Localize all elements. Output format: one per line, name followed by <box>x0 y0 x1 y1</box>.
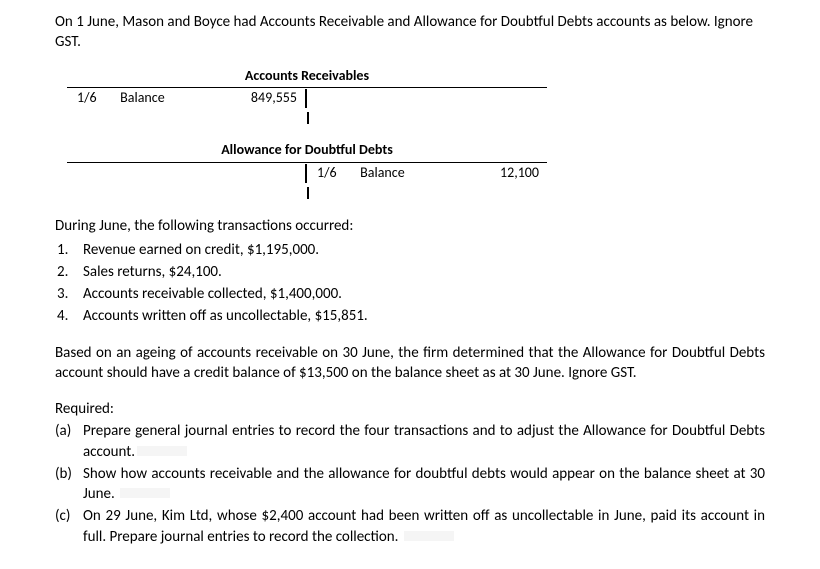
ar-debit-date: 1/6 <box>77 89 117 108</box>
redaction <box>404 531 454 541</box>
req-text: Show how accounts receivable and the all… <box>83 464 765 505</box>
taccount-ar-debit: 1/6 Balance 849,555 <box>67 89 307 108</box>
intro-text: On 1 June, Mason and Boyce had Accounts … <box>55 12 765 53</box>
req-b-text: Show how accounts receivable and the all… <box>83 465 765 503</box>
taccount-ar-title: Accounts Receivables <box>67 67 547 86</box>
taccount-adb-title: Allowance for Doubtful Debts <box>67 141 547 160</box>
taccount-adb-credit: 1/6 Balance 12,100 <box>307 164 547 183</box>
item-text: Sales returns, $24,100. <box>83 262 765 282</box>
item-number: 3. <box>55 284 83 304</box>
ar-debit-amount: 849,555 <box>251 89 297 108</box>
item-text: Accounts receivable collected, $1,400,00… <box>83 284 765 304</box>
redaction <box>137 446 187 456</box>
requirement-c: (c) On 29 June, Kim Ltd, whose $2,400 ac… <box>55 506 765 547</box>
list-item: 2. Sales returns, $24,100. <box>55 262 765 282</box>
taccount-ar-body: 1/6 Balance 849,555 <box>67 87 547 113</box>
item-text: Revenue earned on credit, $1,195,000. <box>83 240 765 260</box>
adb-credit-amount: 12,100 <box>500 164 539 183</box>
req-text: Prepare general journal entries to recor… <box>83 421 765 462</box>
redaction <box>120 488 170 498</box>
taccount-adb-body: 1/6 Balance 12,100 <box>67 162 547 188</box>
taccount-ar-stem <box>67 113 547 123</box>
item-number: 1. <box>55 240 83 260</box>
taccount-ar-credit <box>307 89 547 108</box>
requirement-b: (b) Show how accounts receivable and the… <box>55 464 765 505</box>
req-text: On 29 June, Kim Ltd, whose $2,400 accoun… <box>83 506 765 547</box>
ageing-paragraph: Based on an ageing of accounts receivabl… <box>55 343 765 384</box>
transaction-list: 1. Revenue earned on credit, $1,195,000.… <box>55 240 765 327</box>
taccount-ar: Accounts Receivables 1/6 Balance 849,555 <box>55 67 765 124</box>
req-letter: (a) <box>55 421 83 462</box>
during-text: During June, the following transactions … <box>55 216 765 236</box>
taccount-adb-debit <box>67 164 307 183</box>
req-letter: (c) <box>55 506 83 547</box>
ar-debit-desc: Balance <box>120 89 164 108</box>
item-number: 2. <box>55 262 83 282</box>
list-item: 4. Accounts written off as uncollectable… <box>55 306 765 326</box>
item-number: 4. <box>55 306 83 326</box>
adb-credit-desc: Balance <box>360 164 404 183</box>
item-text: Accounts written off as uncollectable, $… <box>83 306 765 326</box>
requirement-a: (a) Prepare general journal entries to r… <box>55 421 765 462</box>
taccount-adb: Allowance for Doubtful Debts 1/6 Balance… <box>55 141 765 198</box>
taccount-adb-stem <box>67 188 547 198</box>
list-item: 3. Accounts receivable collected, $1,400… <box>55 284 765 304</box>
required-label: Required: <box>55 399 765 419</box>
adb-credit-date: 1/6 <box>317 164 357 183</box>
req-letter: (b) <box>55 464 83 505</box>
list-item: 1. Revenue earned on credit, $1,195,000. <box>55 240 765 260</box>
